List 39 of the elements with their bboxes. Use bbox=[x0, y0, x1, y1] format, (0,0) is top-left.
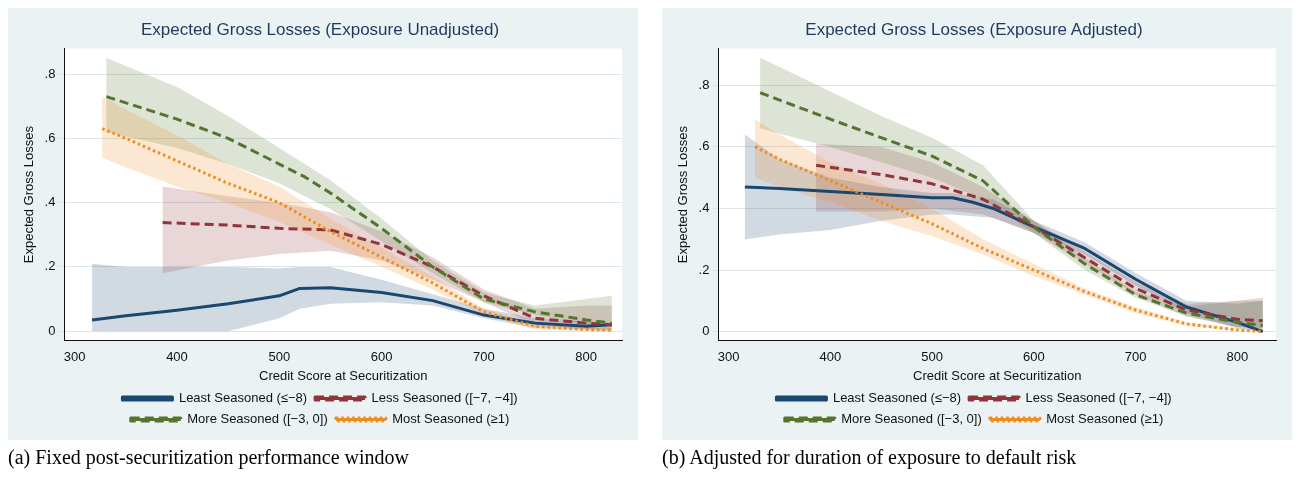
y-tick-label: 0 bbox=[702, 323, 710, 339]
x-tick-label: 300 bbox=[63, 349, 86, 365]
y-tick-label: .8 bbox=[698, 76, 710, 92]
legend-label: Least Seasoned (≤−8) bbox=[832, 390, 962, 406]
legend-label: More Seasoned ([−3, 0]) bbox=[187, 411, 328, 427]
x-tick-label: 700 bbox=[1124, 349, 1147, 365]
x-axis-title: Credit Score at Securitization bbox=[259, 367, 428, 383]
y-tick-label: .6 bbox=[44, 129, 56, 145]
legend-label: Most Seasoned (≥1) bbox=[1046, 411, 1164, 427]
x-tick-label: 500 bbox=[921, 349, 943, 365]
x-tick-label: 500 bbox=[268, 349, 291, 365]
x-tick-label: 600 bbox=[1023, 349, 1045, 365]
y-tick-label: .4 bbox=[698, 200, 710, 216]
line-series bbox=[161, 221, 614, 327]
legend-label: Less Seasoned ([−7, −4]) bbox=[371, 390, 518, 406]
x-tick-label: 800 bbox=[575, 349, 598, 365]
y-tick-label: .8 bbox=[44, 65, 56, 81]
legend-label: More Seasoned ([−3, 0]) bbox=[841, 411, 982, 427]
x-tick-label: 400 bbox=[166, 349, 188, 365]
y-tick-label: .4 bbox=[44, 194, 56, 210]
y-axis-title: Expected Gross Losses bbox=[21, 125, 37, 264]
legend-label: Least Seasoned (≤−8) bbox=[178, 390, 308, 406]
y-tick-label: .2 bbox=[698, 261, 710, 277]
y-axis-title: Expected Gross Losses bbox=[675, 125, 691, 264]
y-tick-label: .6 bbox=[698, 138, 710, 154]
legend-label: Less Seasoned ([−7, −4]) bbox=[1025, 390, 1172, 406]
text: (a) Fixed post-securitization performance window bbox=[8, 446, 410, 469]
x-axis-title: Credit Score at Securitization bbox=[913, 367, 1082, 383]
x-tick-label: 300 bbox=[717, 349, 740, 365]
x-tick-label: 700 bbox=[473, 349, 495, 365]
y-tick-label: .2 bbox=[44, 258, 56, 274]
x-tick-label: 400 bbox=[819, 349, 842, 365]
legend-label: Most Seasoned (≥1) bbox=[392, 411, 510, 427]
y-tick-label: 0 bbox=[48, 322, 56, 338]
chart-title: Expected Gross Losses (Exposure Unadjusted) bbox=[140, 19, 500, 39]
text: (b) Adjusted for duration of exposure to default risk bbox=[662, 446, 1078, 469]
x-tick-label: 600 bbox=[370, 349, 393, 365]
chart-title: Expected Gross Losses (Exposure Adjusted) bbox=[805, 19, 1143, 39]
x-tick-label: 800 bbox=[1226, 349, 1249, 365]
